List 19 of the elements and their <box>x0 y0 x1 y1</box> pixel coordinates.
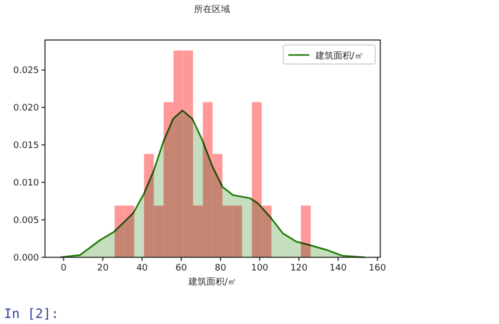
y-tick-label: 0.000 <box>13 253 40 264</box>
x-tick-label: 120 <box>290 263 308 274</box>
text: In [2]: <box>4 307 59 322</box>
x-tick-label: 20 <box>97 263 109 274</box>
y-tick-label: 0.020 <box>13 103 40 114</box>
x-tick-label: 160 <box>368 263 386 274</box>
x-tick-label: 40 <box>136 263 148 274</box>
text: 所在区域 <box>194 4 230 15</box>
x-tick-label: 140 <box>330 263 347 274</box>
y-tick-label: 0.025 <box>13 66 39 76</box>
x-tick-label: 100 <box>251 263 269 274</box>
y-tick-label: 0.010 <box>13 178 40 188</box>
x-tick-label: 0 <box>60 263 67 274</box>
legend-label: 建筑面积/㎡ <box>314 50 364 62</box>
y-tick-label: 0.005 <box>13 216 39 226</box>
x-tick-label: 60 <box>176 263 188 274</box>
x-tick-label: 80 <box>214 263 226 274</box>
x-axis-title: 建筑面积/㎡ <box>188 276 237 288</box>
y-tick-label: 0.015 <box>13 140 39 151</box>
